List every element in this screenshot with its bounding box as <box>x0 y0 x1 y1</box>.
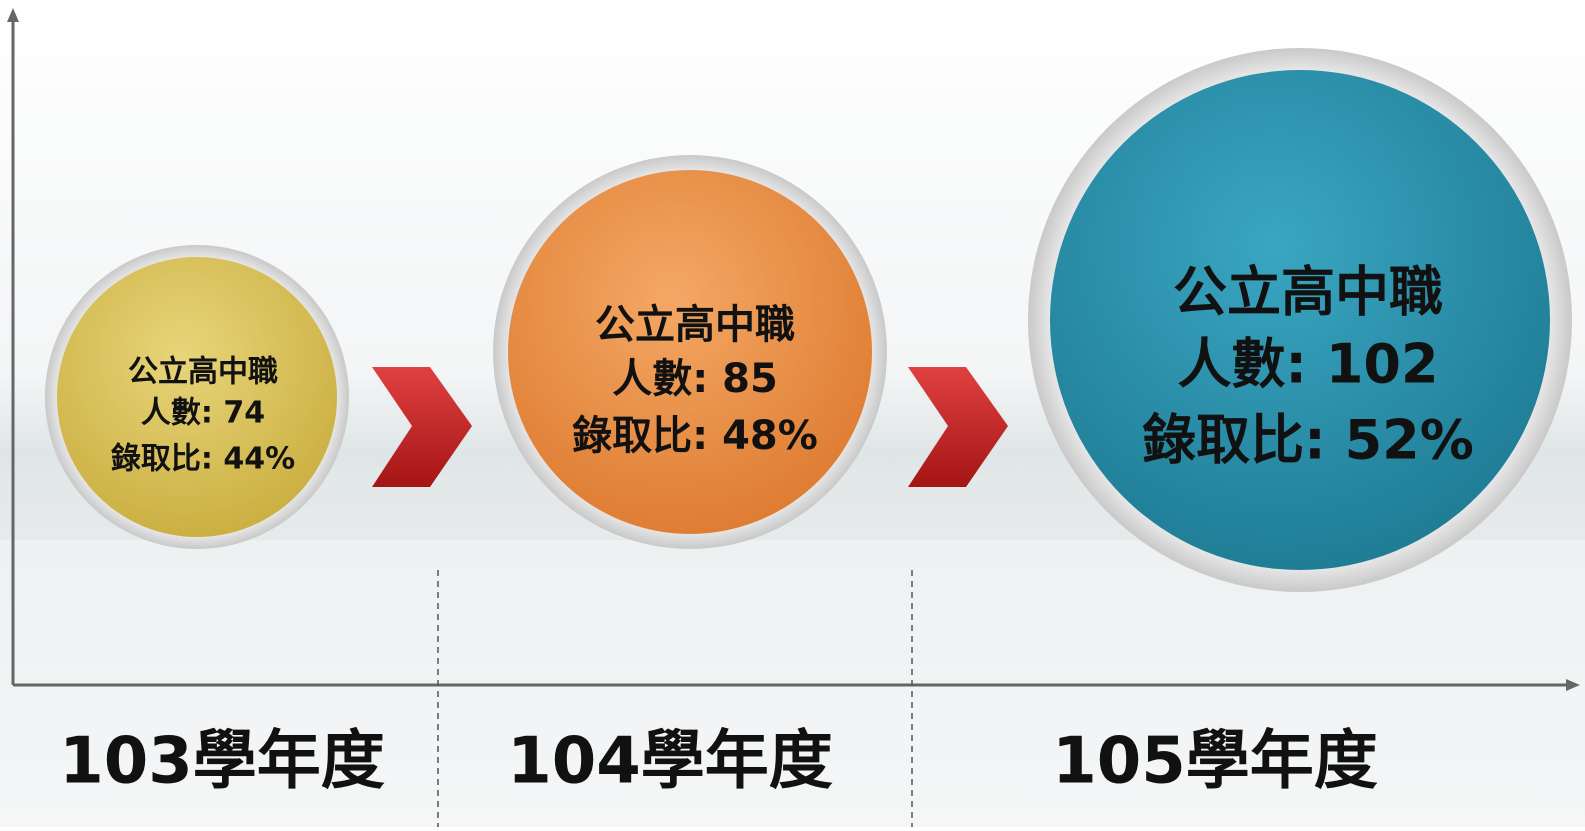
count-label: 人數: 85 <box>612 356 778 402</box>
ratio-label: 錄取比: 52% <box>1142 409 1474 472</box>
school-label: 公立高中職 <box>1173 261 1443 324</box>
circle <box>508 170 872 534</box>
slide: 公立高中職 人數: 74 錄取比: 44% 公立高中職 人數: 85 錄取比: … <box>0 0 1585 827</box>
count-label: 人數: 102 <box>1177 333 1438 396</box>
school-label: 公立高中職 <box>128 355 278 390</box>
count-label: 人數: 74 <box>141 396 265 431</box>
year-label: 105學年度 <box>1052 725 1378 799</box>
year-label: 104學年度 <box>507 725 833 799</box>
school-label: 公立高中職 <box>595 302 795 348</box>
ratio-label: 錄取比: 44% <box>111 442 295 477</box>
ratio-label: 錄取比: 48% <box>572 413 818 459</box>
year-label: 103學年度 <box>59 725 385 799</box>
